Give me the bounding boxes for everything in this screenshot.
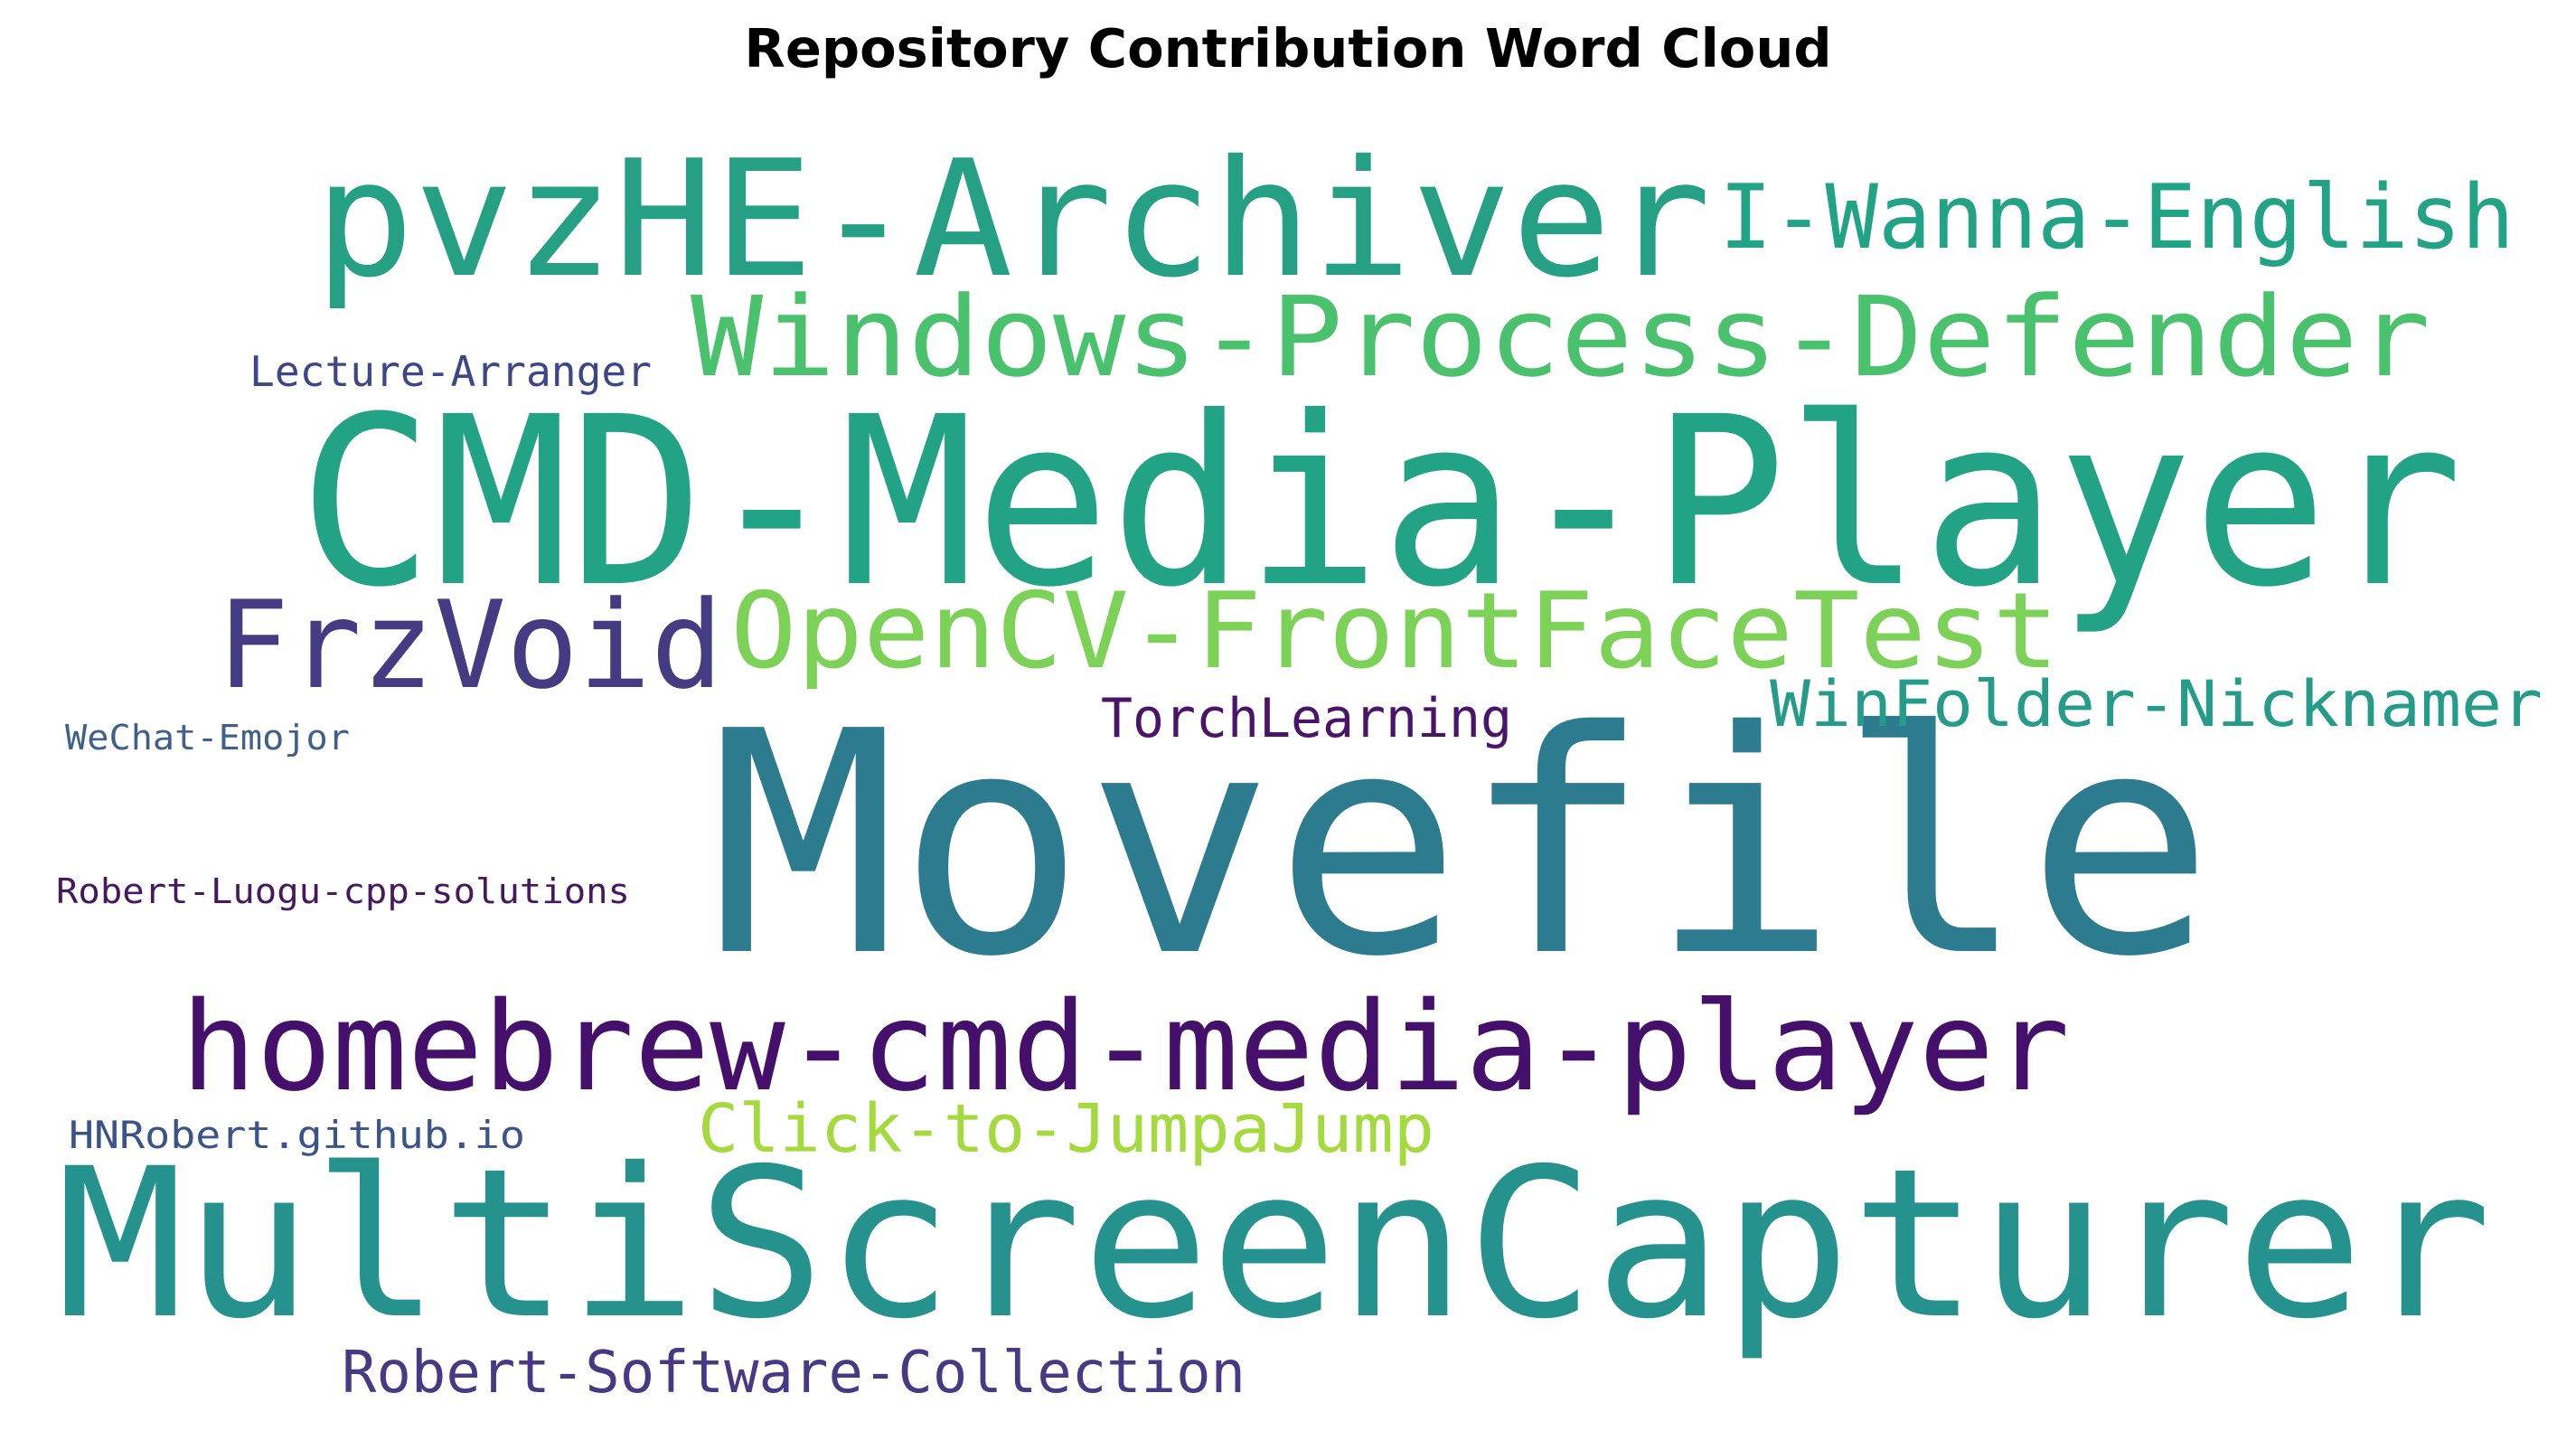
word-hnrobert-github-io: HNRobert.github.io xyxy=(69,1112,525,1157)
word-robert-software-collection: Robert-Software-Collection xyxy=(342,1339,1246,1407)
word-i-wanna-english: I-Wanna-English xyxy=(1719,166,2515,270)
word-wechat-emojor: WeChat-Emojor xyxy=(65,717,350,758)
word-multiscreencapturer: MultiScreenCapturer xyxy=(56,1123,2492,1364)
word-winfolder-nicknamer: WinFolder-Nicknamer xyxy=(1770,667,2543,742)
word-lecture-arranger: Lecture-Arranger xyxy=(249,347,653,397)
word-robert-luogu-cpp-solutions: Robert-Luogu-cpp-solutions xyxy=(56,871,630,911)
word-opencv-frontfacetest: OpenCV-FrontFaceTest xyxy=(730,570,2059,692)
word-homebrew-cmd-media-player: homebrew-cmd-media-player xyxy=(181,976,2070,1120)
chart-title: Repository Contribution Word Cloud xyxy=(744,17,1832,80)
word-movefile: Movefile xyxy=(710,665,2214,1024)
word-click-to-jumpajump: Click-to-JumpaJump xyxy=(698,1090,1435,1169)
word-torchlearning: TorchLearning xyxy=(1101,687,1513,751)
word-windows-process-defender: Windows-Process-Defender xyxy=(691,273,2430,402)
word-frzvoid: FrzVoid xyxy=(217,575,723,717)
word-pvzhe-archiver: pvzHE-Archiver xyxy=(315,125,1712,313)
word-cmd-media-player: CMD-Media-Player xyxy=(298,367,2464,639)
